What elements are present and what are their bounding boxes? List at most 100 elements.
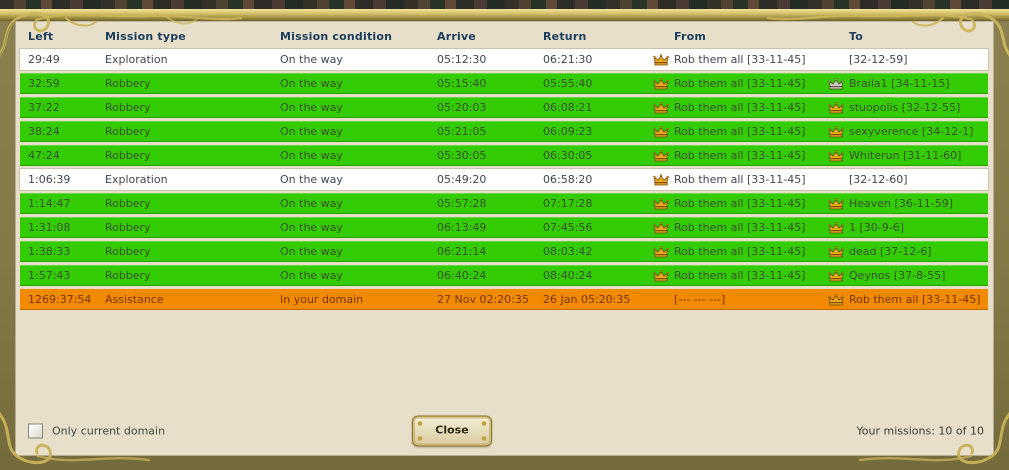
- crown-icon: [828, 293, 844, 306]
- crown-icon: [828, 77, 844, 90]
- table-header-row: Left Mission type Mission condition Arri…: [20, 25, 988, 47]
- cell-to: Rob them all [33-11-45]: [820, 293, 988, 306]
- frame-gold-band: [0, 9, 1009, 21]
- cell-left: 47:24: [28, 149, 60, 162]
- cell-arrive: 06:13:49: [437, 221, 487, 234]
- column-header-return: Return: [543, 29, 587, 43]
- cell-from: Rob them all [33-11-45]: [645, 125, 820, 138]
- cell-to: [32-12-59]: [820, 53, 988, 66]
- cell-to: Qeynos [37-8-55]: [820, 269, 988, 282]
- missions-dialog: Left Mission type Mission condition Arri…: [15, 21, 994, 456]
- cell-from: Rob them all [33-11-45]: [645, 149, 820, 162]
- cell-mission-condition: On the way: [280, 173, 343, 186]
- from-name: Rob them all [33-11-45]: [674, 101, 806, 114]
- from-name: Rob them all [33-11-45]: [674, 269, 806, 282]
- mission-row: 32:59 Robbery On the way 05:15:40 05:55:…: [20, 73, 988, 94]
- cell-mission-type: Exploration: [105, 53, 168, 66]
- from-name: Rob them all [33-11-45]: [674, 221, 806, 234]
- cell-mission-type: Robbery: [105, 149, 151, 162]
- mission-row: 1:31:08 Robbery On the way 06:13:49 07:4…: [20, 217, 988, 238]
- cell-mission-condition: On the way: [280, 221, 343, 234]
- table-body: 29:49 Exploration On the way 05:12:30 06…: [20, 49, 988, 310]
- cell-left: 38:24: [28, 125, 60, 138]
- cell-from: Rob them all [33-11-45]: [645, 269, 820, 282]
- cell-arrive: 06:21:14: [437, 245, 487, 258]
- checkbox-label: Only current domain: [52, 424, 166, 438]
- from-name: Rob them all [33-11-45]: [674, 53, 806, 66]
- cell-arrive: 27 Nov 02:20:35: [437, 293, 529, 306]
- crown-icon: [653, 221, 669, 234]
- from-name: Rob them all [33-11-45]: [674, 125, 806, 138]
- cell-left: 1:06:39: [28, 173, 71, 186]
- cell-left: 1269:37:54: [28, 293, 92, 306]
- cell-from: [--- --- ---]: [645, 293, 820, 306]
- cell-mission-type: Robbery: [105, 269, 151, 282]
- cell-from: Rob them all [33-11-45]: [645, 245, 820, 258]
- cell-return: 06:30:05: [543, 149, 593, 162]
- crown-icon: [653, 197, 669, 210]
- to-name: 1 [30-9-6]: [849, 221, 905, 234]
- cell-mission-condition: On the way: [280, 101, 343, 114]
- cell-arrive: 06:40:24: [437, 269, 487, 282]
- cell-left: 1:14:47: [28, 197, 71, 210]
- to-name: [32-12-59]: [849, 53, 908, 66]
- crown-icon: [828, 197, 844, 210]
- cell-mission-condition: On the way: [280, 53, 343, 66]
- column-header-from: From: [674, 29, 707, 43]
- to-name: Rob them all [33-11-45]: [849, 293, 981, 306]
- cell-arrive: 05:49:20: [437, 173, 487, 186]
- missions-table: Left Mission type Mission condition Arri…: [20, 25, 988, 313]
- mission-row: 1:14:47 Robbery On the way 05:57:28 07:1…: [20, 193, 988, 214]
- cell-arrive: 05:21:05: [437, 125, 487, 138]
- cell-from: Rob them all [33-11-45]: [645, 53, 820, 66]
- crown-icon: [828, 101, 844, 114]
- cell-mission-type: Robbery: [105, 245, 151, 258]
- cell-return: 06:09:23: [543, 125, 593, 138]
- cell-left: 1:38:33: [28, 245, 71, 258]
- column-header-to: To: [849, 29, 863, 43]
- cell-mission-condition: On the way: [280, 245, 343, 258]
- crown-icon: [828, 221, 844, 234]
- cell-return: 08:40:24: [543, 269, 593, 282]
- crown-icon: [653, 77, 669, 90]
- to-name: [32-12-60]: [849, 173, 908, 186]
- dialog-footer: Only current domain Close Your missions:…: [15, 415, 994, 447]
- mission-row: 1:06:39 Exploration On the way 05:49:20 …: [20, 169, 988, 190]
- cell-left: 32:59: [28, 77, 60, 90]
- checkbox-icon[interactable]: [28, 423, 43, 439]
- cell-mission-type: Robbery: [105, 221, 151, 234]
- crown-icon: [653, 125, 669, 138]
- background-scene: [0, 0, 1009, 9]
- mission-row: 29:49 Exploration On the way 05:12:30 06…: [20, 49, 988, 70]
- cell-from: Rob them all [33-11-45]: [645, 77, 820, 90]
- cell-return: 06:58:20: [543, 173, 593, 186]
- crown-icon: [828, 245, 844, 258]
- from-name: Rob them all [33-11-45]: [674, 149, 806, 162]
- cell-return: 08:03:42: [543, 245, 593, 258]
- cell-from: Rob them all [33-11-45]: [645, 101, 820, 114]
- cell-arrive: 05:30:05: [437, 149, 487, 162]
- only-current-domain-toggle[interactable]: Only current domain: [28, 423, 166, 439]
- cell-to: Braila1 [34-11-15]: [820, 77, 988, 90]
- column-header-arrive: Arrive: [437, 29, 476, 43]
- cell-return: 26 Jan 05:20:35: [543, 293, 631, 306]
- cell-mission-condition: On the way: [280, 149, 343, 162]
- cell-left: 37:22: [28, 101, 60, 114]
- cell-mission-type: Robbery: [105, 77, 151, 90]
- from-name: Rob them all [33-11-45]: [674, 245, 806, 258]
- cell-mission-type: Robbery: [105, 197, 151, 210]
- close-button[interactable]: Close: [412, 415, 492, 447]
- missions-counter: Your missions: 10 of 10: [856, 424, 985, 438]
- to-name: stuopolis [32-12-55]: [849, 101, 961, 114]
- cell-left: 1:57:43: [28, 269, 71, 282]
- crown-icon: [653, 269, 669, 282]
- crown-icon: [653, 149, 669, 162]
- column-header-mission-condition: Mission condition: [280, 29, 393, 43]
- cell-mission-type: Robbery: [105, 101, 151, 114]
- crown-icon: [828, 149, 844, 162]
- cell-return: 06:21:30: [543, 53, 593, 66]
- cell-return: 07:17:28: [543, 197, 593, 210]
- cell-from: Rob them all [33-11-45]: [645, 221, 820, 234]
- cell-to: Heaven [36-11-59]: [820, 197, 988, 210]
